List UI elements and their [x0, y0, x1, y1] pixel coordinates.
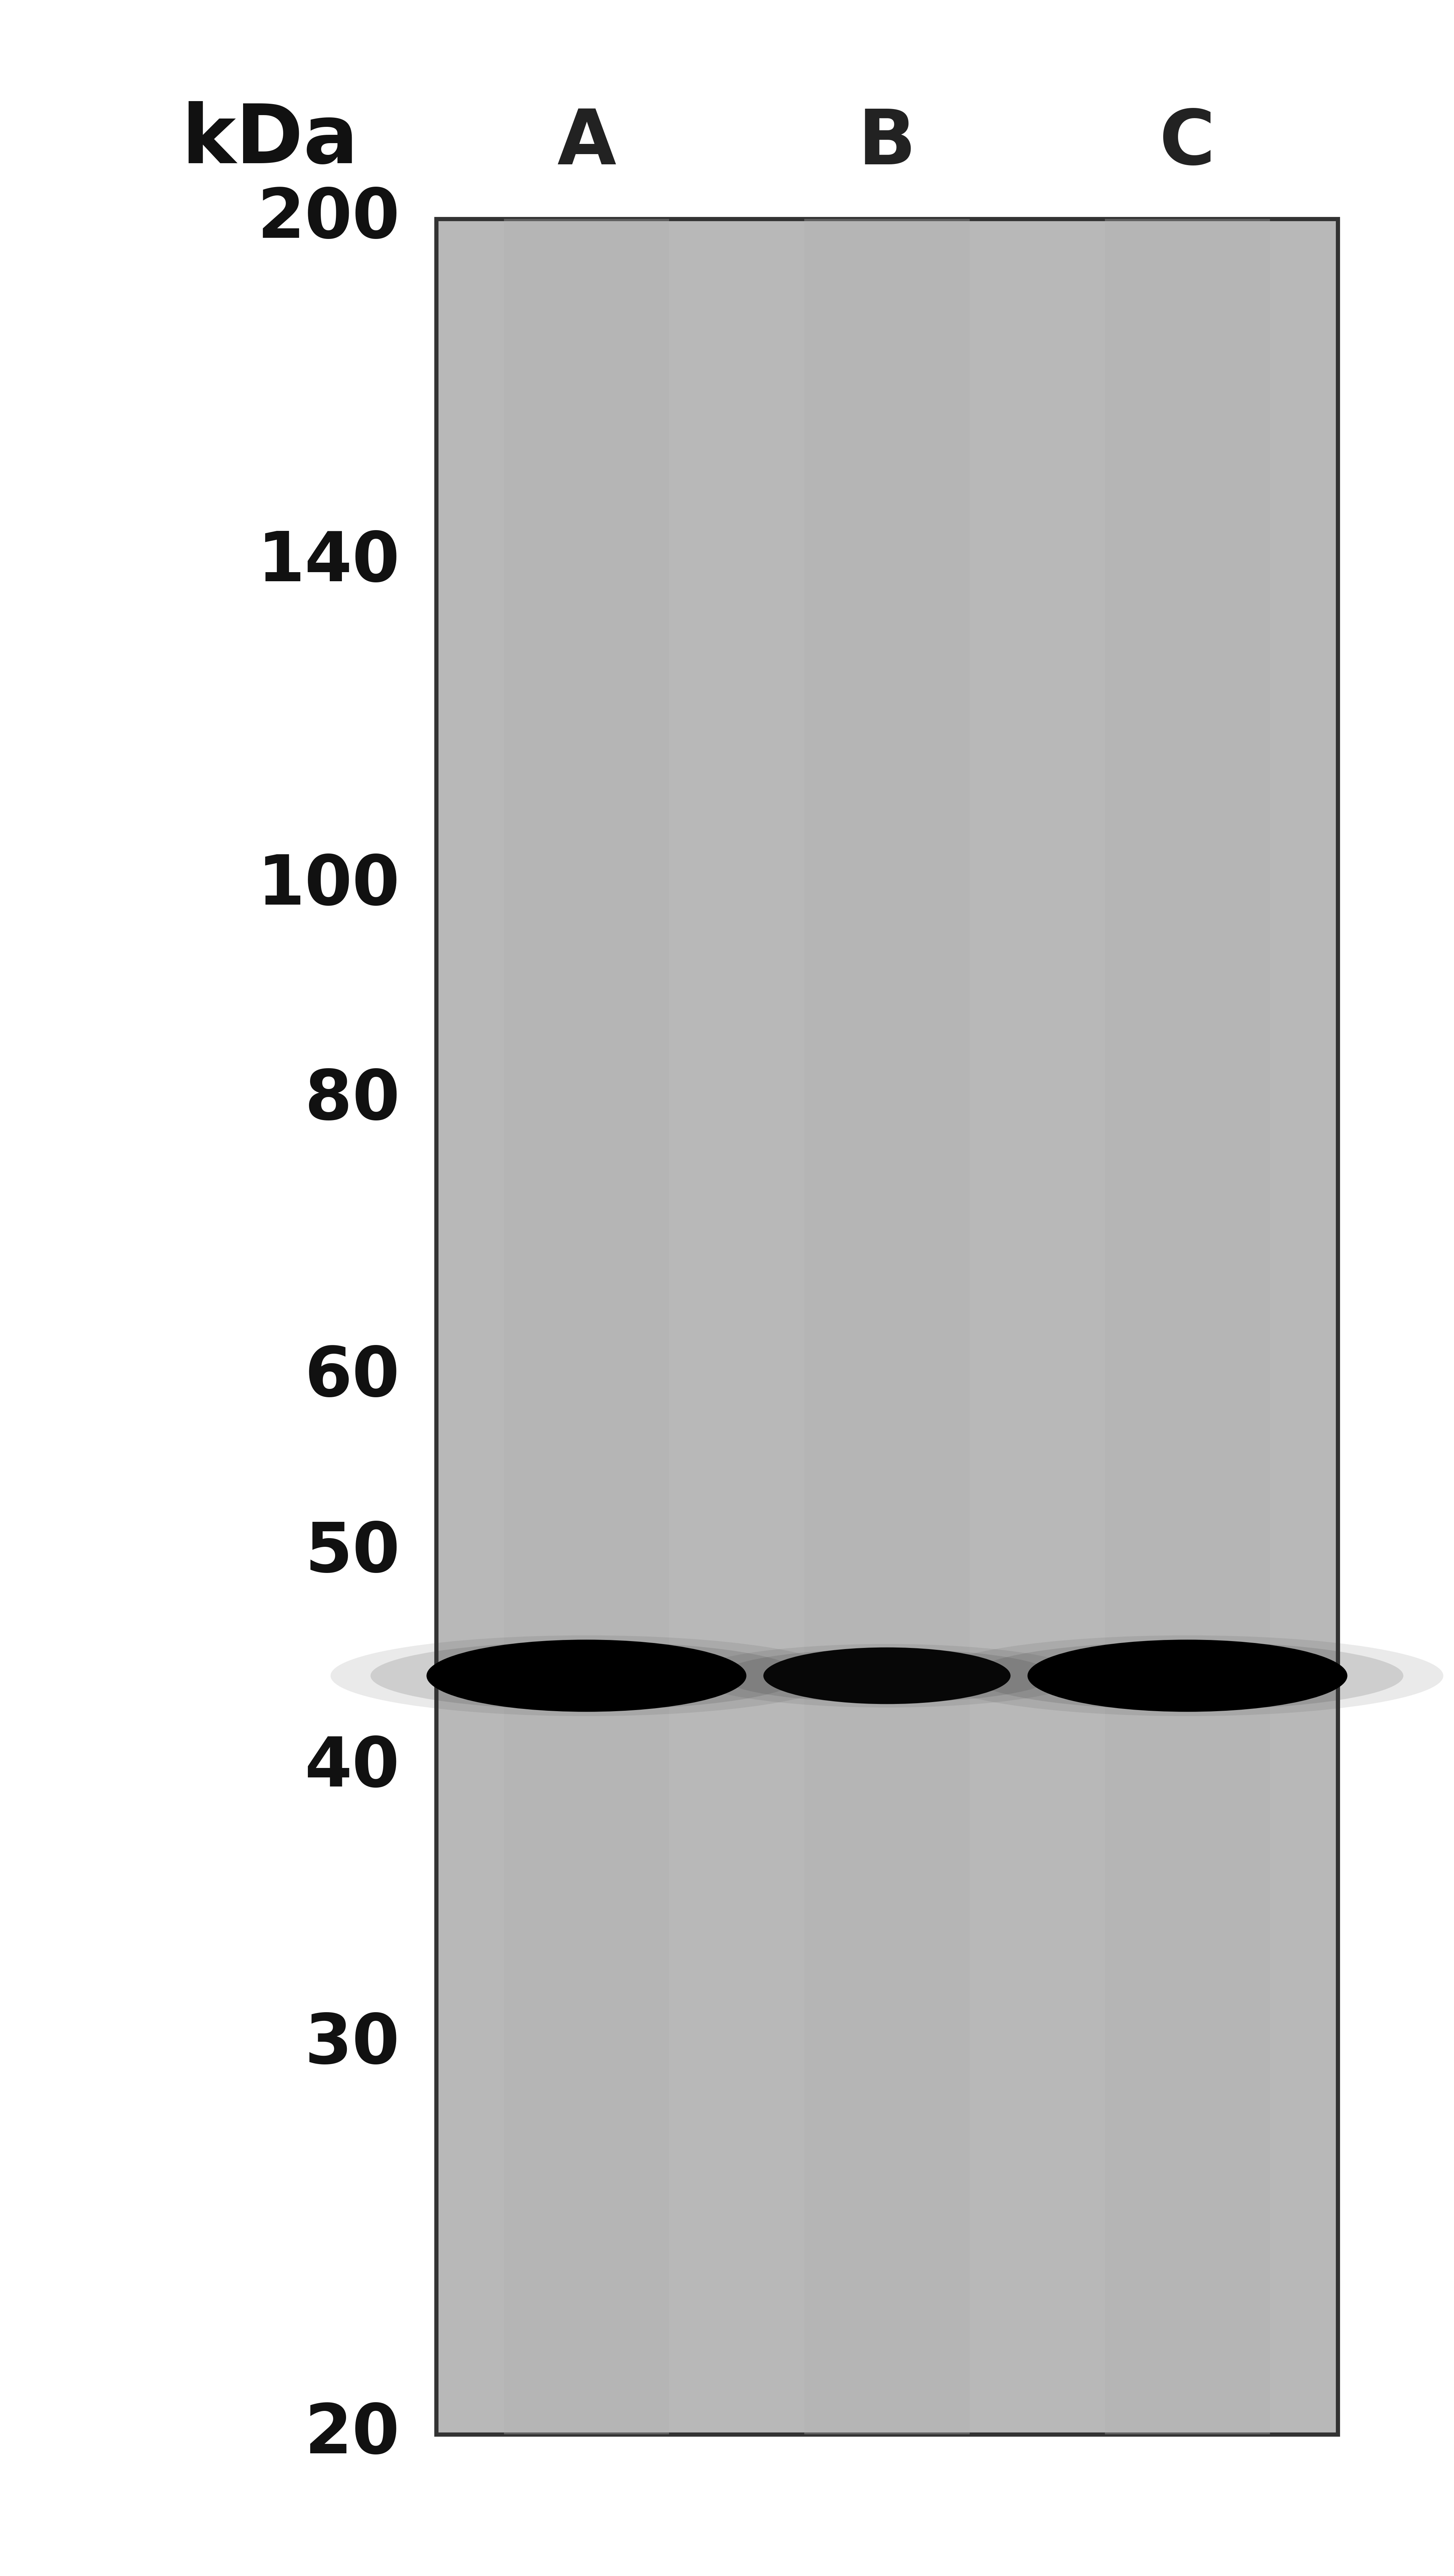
Ellipse shape [720, 1649, 1054, 1703]
Text: 30: 30 [305, 2012, 400, 2076]
FancyBboxPatch shape [503, 219, 669, 2434]
FancyBboxPatch shape [1105, 219, 1271, 2434]
Ellipse shape [689, 1643, 1085, 1708]
FancyBboxPatch shape [804, 219, 970, 2434]
Ellipse shape [932, 1636, 1444, 1716]
Ellipse shape [971, 1641, 1403, 1710]
Text: 60: 60 [305, 1345, 400, 1412]
Text: 100: 100 [257, 853, 400, 920]
Ellipse shape [1028, 1641, 1348, 1713]
Text: B: B [858, 106, 916, 180]
Text: kDa: kDa [182, 100, 359, 180]
Ellipse shape [426, 1641, 746, 1713]
Text: 50: 50 [305, 1520, 400, 1587]
Text: C: C [1159, 106, 1216, 180]
Ellipse shape [371, 1641, 803, 1710]
Text: A: A [557, 106, 616, 180]
Text: 20: 20 [305, 2401, 400, 2468]
FancyBboxPatch shape [436, 219, 1338, 2434]
Ellipse shape [763, 1649, 1011, 1705]
Text: 40: 40 [305, 1734, 400, 1801]
Ellipse shape [330, 1636, 842, 1716]
Text: 80: 80 [305, 1066, 400, 1133]
Text: 200: 200 [257, 185, 400, 252]
Text: 140: 140 [257, 528, 400, 595]
